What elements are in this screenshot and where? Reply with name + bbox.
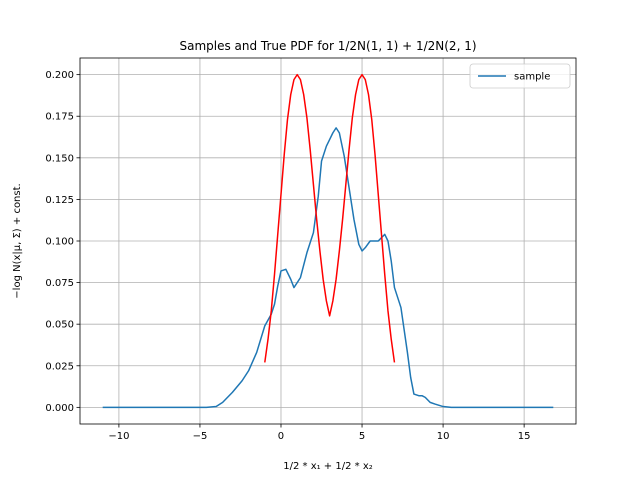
x-tick-label: 15 [518, 431, 531, 442]
x-tick-label: −10 [108, 431, 129, 442]
y-tick-label: 0.200 [45, 70, 74, 81]
y-tick-label: 0.000 [45, 403, 74, 414]
legend-label-sample: sample [514, 72, 550, 83]
y-tick-label: 0.025 [45, 361, 74, 372]
plot-area: −10 −5 0 5 10 15 0.000 0.025 0.050 0.075 0.100 0.12… [45, 57, 577, 442]
x-tick-label: 10 [437, 431, 450, 442]
x-tick-label: 5 [359, 431, 365, 442]
series-line-true-pdf [264, 73, 396, 363]
y-tick-label: 0.175 [45, 112, 74, 123]
x-tick-label: −5 [193, 431, 208, 442]
x-tick-label: 0 [278, 431, 284, 442]
series-line-sample [102, 127, 554, 409]
x-axis-label: 1/2 * x₁ + 1/2 * x₂ [283, 461, 373, 472]
chart-title: Samples and True PDF for 1/2N(1, 1) + 1/… [179, 39, 476, 53]
y-tick-label: 0.050 [45, 320, 74, 331]
legend-box [469, 63, 571, 89]
y-axis-label: −log N(x|μ, Σ) + const. [12, 183, 23, 298]
y-tick-label: 0.100 [45, 237, 74, 248]
y-tick-label: 0.150 [45, 153, 74, 164]
y-tick-label: 0.125 [45, 195, 74, 206]
y-tick-label: 0.075 [45, 278, 74, 289]
